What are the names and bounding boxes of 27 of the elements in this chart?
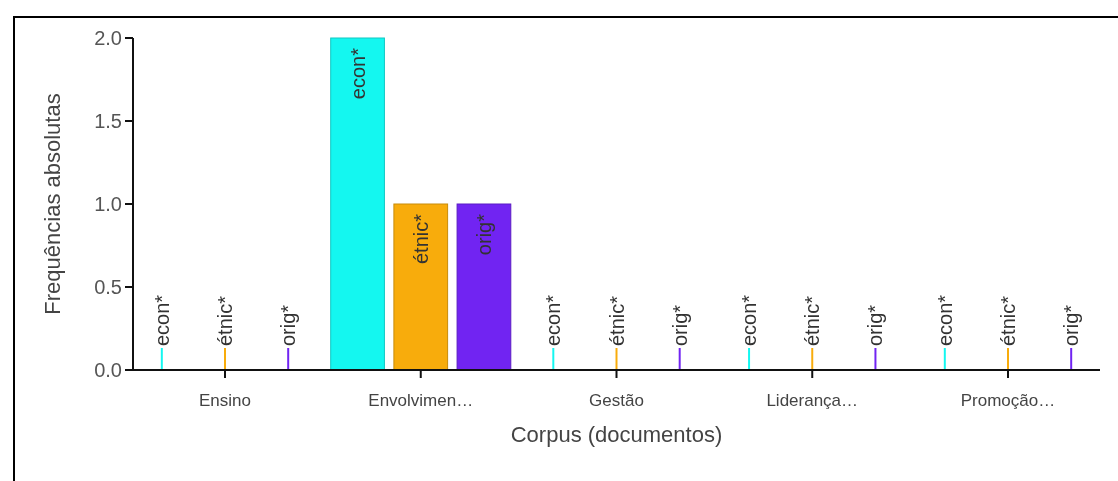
y-tick-label: 1.5 — [94, 110, 122, 132]
text: orig* — [668, 304, 691, 346]
x-tick-label: Gestão — [589, 391, 644, 410]
series-label: étnic* — [409, 213, 432, 265]
x-tick-label: Promoção… — [960, 391, 1056, 410]
y-tick-label: 2.0 — [94, 27, 122, 49]
x-tick-label: Liderança… — [766, 391, 859, 410]
text: étnic* — [801, 295, 824, 346]
y-tick-label: 0.5 — [94, 276, 122, 298]
text: econ* — [542, 294, 565, 346]
x-tick-label: Envolvimen… — [368, 391, 474, 410]
text: orig* — [1060, 304, 1083, 346]
y-tick-label: 1.0 — [94, 193, 122, 215]
y-tick-label: 0.0 — [94, 359, 122, 381]
x-tick-label: Ensino — [199, 391, 251, 410]
text: econ* — [933, 294, 956, 346]
text: orig* — [864, 304, 887, 346]
text: econ* — [150, 294, 173, 346]
x-axis-title: Corpus (documentos) — [510, 422, 723, 447]
text: orig* — [277, 304, 300, 346]
series-label: orig* — [472, 213, 495, 256]
y-axis-title: Frequências absolutas — [40, 93, 65, 315]
text: étnic* — [214, 295, 236, 346]
text: econ* — [738, 294, 761, 346]
series-label: econ* — [346, 47, 369, 100]
text: étnic* — [605, 295, 628, 346]
text: étnic* — [997, 295, 1019, 346]
